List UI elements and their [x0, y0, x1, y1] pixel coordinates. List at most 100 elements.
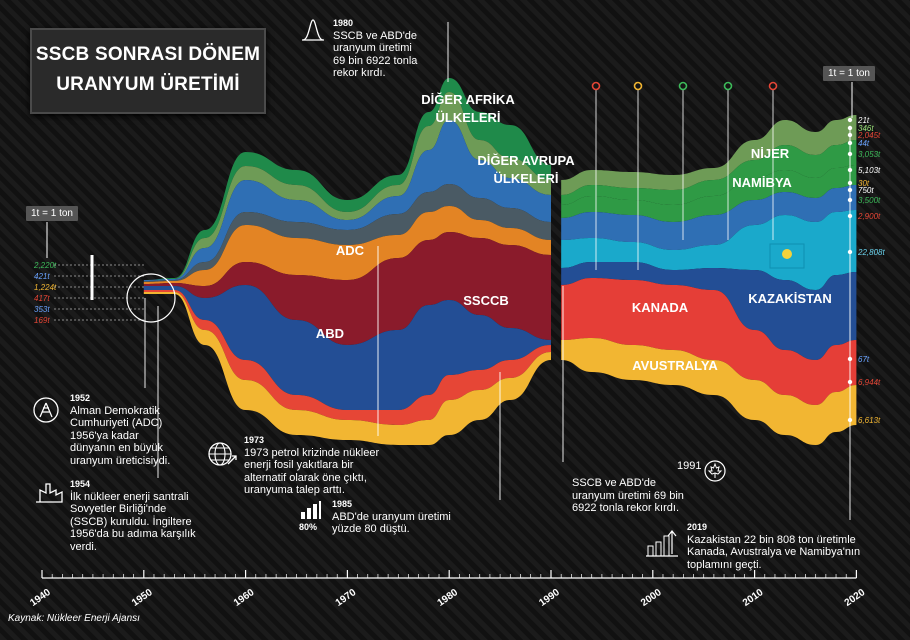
x-tick-label-1940: 1940: [28, 587, 53, 609]
layer-namibia: [561, 165, 857, 222]
layer-sscb: [143, 232, 552, 345]
region-label-10: KAZAKİSTAN: [748, 291, 832, 306]
annotation-1985-line-1: ABD'de uranyum üretimi: [332, 510, 451, 523]
region-label-5: ADC: [336, 243, 365, 258]
region-label-6: SSCCB: [463, 293, 509, 308]
marker-dot-1: [591, 81, 601, 91]
annotation-1973-year: 1973: [244, 435, 265, 445]
annotation-1980-line-4: rekor kırdı.: [333, 67, 386, 79]
region-label-7: ABD: [316, 326, 344, 341]
end-value-3: 2,045t: [857, 131, 881, 140]
end-value-13: 6,944t: [858, 378, 881, 387]
end-value-8: 750t: [858, 186, 874, 195]
x-tick-label-1990: 1990: [537, 587, 562, 609]
annotation-1991-line-1: SSCB ve ABD'de: [572, 477, 657, 489]
end-value-11: 22,808t: [857, 248, 885, 257]
annotation-2019-line-1: Kazakistan 22 bin 808 ton üretimle: [687, 533, 856, 546]
annotation-1954-line-5: verdi.: [70, 540, 97, 553]
annotation-1985-year: 1985: [332, 499, 353, 509]
annotation-1980-year: 1980: [333, 18, 354, 28]
annotation-1985: 1985 ABD'de uranyum üretimi yüzde 80 düş…: [332, 498, 451, 536]
region-label-8: KANADA: [632, 300, 689, 315]
annotation-1952-line-5: uranyum üreticisiydi.: [70, 454, 171, 467]
annotation-1954: 1954 İlk nükleer enerji santrali Sovyetl…: [70, 478, 196, 553]
annotation-1985-badge: 80%: [299, 522, 318, 532]
layer-canada-top: [561, 262, 857, 360]
annotation-1980-line-3: 69 bin 6922 tonla: [333, 54, 418, 67]
bar-chart-icon: [300, 500, 322, 525]
end-value-4: 44t: [858, 139, 870, 148]
x-tick-label-1980: 1980: [435, 587, 460, 609]
annotation-1954-year: 1954: [70, 479, 91, 489]
layer-gray-early: [143, 184, 552, 282]
mining-tower-icon: [32, 396, 60, 429]
region-label-2: ÜLKELERİ: [436, 110, 501, 125]
annotation-1952-line-1: Alman Demokratik: [70, 404, 160, 417]
marker-dot-2: [633, 81, 643, 91]
power-plant-icon: [34, 480, 64, 509]
maple-leaf-icon: [704, 460, 726, 487]
annotation-1954-line-2: Sovyetler Birliği'nde: [70, 503, 167, 515]
start-value-3: 1,224t: [34, 283, 57, 292]
annotation-2019-line-2: Kanada, Avustralya ve Namibya'nın: [687, 546, 861, 558]
marker-dot-5: [768, 81, 778, 91]
annotation-2019-year: 2019: [687, 522, 708, 532]
annotation-1991-year: 1991: [677, 460, 702, 472]
region-label-3: DİĞER AVRUPA: [477, 153, 575, 168]
layer-blue-2: [561, 185, 857, 250]
annotation-1991: SSCB ve ABD'de uranyum üretimi 69 bin 69…: [572, 477, 684, 515]
x-tick-label-1970: 1970: [334, 587, 359, 609]
marker-dot-3: [678, 81, 688, 91]
annotation-1952-line-3: 1956'ya kadar: [70, 429, 139, 442]
end-value-1: 21t: [857, 116, 870, 125]
annotation-1973: 1973 1973 petrol krizinde nükleer enerji…: [244, 434, 379, 497]
x-tick-label-1960: 1960: [232, 587, 257, 609]
annotation-1980: 1980 SSCB ve ABD'de uranyum üretimi 69 b…: [333, 17, 417, 80]
layer-yellow-early: [143, 292, 552, 445]
end-value-2: 346t: [858, 124, 874, 133]
start-value-6: 169t: [34, 316, 50, 325]
region-label-9: AVUSTRALYA: [632, 358, 718, 373]
annotation-1954-line-1: İlk nükleer enerji santrali: [70, 490, 189, 503]
annotation-1980-line-1: SSCB ve ABD'de: [333, 29, 418, 42]
layer-abd-blue: [143, 285, 552, 410]
start-value-4: 417t: [34, 294, 50, 303]
x-tick-label-2000: 2000: [639, 587, 664, 609]
annotation-1973-line-4: uranyuma talep arttı.: [244, 484, 345, 496]
flag-sun-icon: [782, 249, 792, 259]
annotation-1952-line-2: Cumhuriyeti (ADC): [70, 417, 163, 429]
x-tick-label-1950: 1950: [130, 587, 155, 609]
source-note: Kaynak: Nükleer Enerji Ajansı: [8, 613, 140, 624]
scale-note-right: 1t = 1 ton: [823, 66, 875, 81]
layer-kazakhstan: [561, 210, 857, 290]
end-value-5: 3,053t: [858, 150, 881, 159]
scale-note-left: 1t = 1 ton: [26, 206, 78, 221]
end-dot-1: [847, 117, 853, 123]
marker-dot-4: [723, 81, 733, 91]
title-line-2: URANYUM ÜRETİMİ: [56, 74, 240, 95]
end-value-14: 6,613t: [858, 416, 881, 425]
start-value-1: 2,220t: [33, 261, 57, 270]
layer-canada: [561, 278, 857, 405]
annotation-1973-line-3: alternatif olarak öne çıktı,: [244, 471, 367, 484]
region-label-1: DİĞER AFRİKA: [421, 92, 515, 107]
annotation-1991-line-2: uranyum üretimi 69 bin: [572, 489, 684, 502]
start-value-5: 353t: [34, 305, 50, 314]
annotation-1952-year: 1952: [70, 393, 91, 403]
annotation-1973-line-1: 1973 petrol krizinde nükleer: [244, 446, 380, 459]
annotation-1952-line-4: dünyanın en büyük: [70, 442, 163, 454]
peak-graph-icon: [300, 16, 326, 49]
layer-niger: [561, 115, 857, 195]
annotation-2019: 2019 Kazakistan 22 bin 808 ton üretimle …: [687, 521, 860, 571]
end-value-6: 5,103t: [858, 166, 881, 175]
annotation-1985-line-2: yüzde 80 düştü.: [332, 523, 410, 535]
x-tick-label-2020: 2020: [843, 587, 868, 609]
region-label-4: ÜLKELERİ: [494, 171, 559, 186]
title-line-1: SSCB SONRASI DÖNEM: [35, 44, 261, 65]
annotation-1980-line-2: uranyum üretimi: [333, 42, 412, 54]
layer-adc: [143, 206, 552, 286]
layer-australia: [561, 338, 857, 445]
annotation-1952: 1952 Alman Demokratik Cumhuriyeti (ADC) …: [70, 392, 170, 467]
growth-chart-icon: [644, 528, 680, 563]
